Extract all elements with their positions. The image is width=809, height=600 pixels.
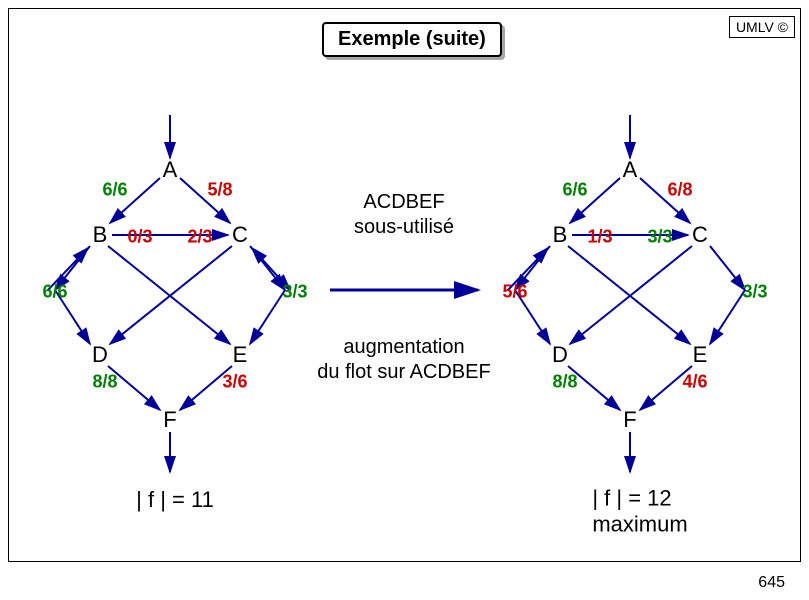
- node-E: E: [233, 342, 248, 368]
- page-number: 645: [758, 574, 785, 592]
- flow-right: | f | = 12maximum: [592, 486, 687, 539]
- node-B-r: B: [553, 222, 568, 248]
- edge-D-td-r: 8/8: [552, 372, 577, 393]
- edge-sa-A-r: 6/6: [562, 180, 587, 201]
- node-F-r: F: [623, 407, 636, 433]
- edge-A-C: 5/8: [207, 180, 232, 201]
- edge-mid-C-r: 3/3: [647, 227, 672, 248]
- edge-B-mid-r: 1/3: [587, 227, 612, 248]
- node-E-r: E: [693, 342, 708, 368]
- edge-C-E-r: 3/3: [742, 282, 767, 303]
- node-F: F: [163, 407, 176, 433]
- edge-B-mid: 0/3: [127, 227, 152, 248]
- mid-text-bottom: augmentationdu flot sur ACDBEF: [317, 335, 490, 385]
- node-D-r: D: [552, 342, 568, 368]
- mid-text-top: ACDBEFsous-utilisé: [354, 190, 454, 240]
- node-A-r: A: [623, 157, 638, 183]
- node-D: D: [92, 342, 108, 368]
- node-C: C: [232, 222, 248, 248]
- edge-A-C-r: 6/8: [667, 180, 692, 201]
- node-B: B: [93, 222, 108, 248]
- edge-C-E: 3/3: [282, 282, 307, 303]
- edge-sa-A: 6/6: [102, 180, 127, 201]
- edge-mid-C: 2/3: [187, 227, 212, 248]
- node-C-r: C: [692, 222, 708, 248]
- edge-sb-B-r: 5/6: [502, 282, 527, 303]
- node-A: A: [163, 157, 178, 183]
- flow-left: | f | = 11: [136, 487, 214, 513]
- edge-E-te-r: 4/6: [682, 372, 707, 393]
- edge-sb-B: 6/6: [42, 282, 67, 303]
- edge-E-te: 3/6: [222, 372, 247, 393]
- edge-D-td: 8/8: [92, 372, 117, 393]
